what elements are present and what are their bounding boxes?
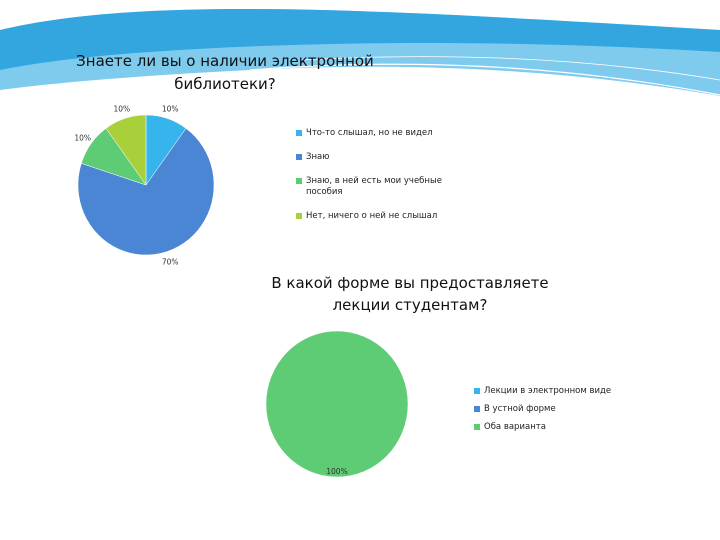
chart1-legend-item: Нет, ничего о ней не слышал: [296, 211, 471, 222]
chart1-slice: [105, 114, 147, 186]
chart1-legend-label: Что-то слышал, но не видел: [306, 128, 433, 138]
chart1-legend-item: Знаю, в ней есть мои учебные пособия: [296, 176, 471, 198]
chart2-legend-swatch: [474, 388, 480, 394]
background-wave-line: [249, 63, 720, 96]
chart2-data-label: 100%: [326, 467, 347, 476]
chart1-slice: [77, 128, 215, 256]
chart1-title-line: Знаете ли вы о наличии электронной: [76, 52, 374, 70]
chart1-pie: 10% 70% 10% 10%: [74, 104, 215, 267]
chart1-legend-label: Знаю, в ней есть мои учебные пособия: [306, 176, 442, 197]
chart1-data-label: 10%: [162, 104, 179, 113]
chart2-legend-label: Лекции в электронном виде: [484, 386, 612, 396]
chart2-legend: Лекции в электронном виде В устной форме О…: [474, 386, 644, 440]
chart2-pie: 100%: [265, 330, 409, 478]
chart1-data-label: 10%: [74, 134, 91, 143]
chart1-legend: Что-то слышал, но не видел Знаю Знаю, в не…: [296, 128, 471, 235]
chart1-legend-swatch: [296, 178, 302, 184]
chart1-legend-swatch: [296, 154, 302, 160]
chart2-slice: [265, 330, 409, 478]
chart1-legend-swatch: [296, 130, 302, 136]
chart1-data-label: 10%: [113, 104, 130, 113]
chart1-legend-swatch: [296, 213, 302, 219]
chart1-title: Знаете ли вы о наличии электронной библи…: [60, 50, 390, 96]
background-wave-line: [299, 56, 720, 81]
chart2-legend-swatch: [474, 424, 480, 430]
chart1-legend-item: Знаю: [296, 152, 471, 163]
chart1-legend-label: Знаю: [306, 152, 330, 162]
chart1-legend-label: Нет, ничего о ней не слышал: [306, 211, 438, 221]
chart2-legend-label: Оба варианта: [484, 422, 546, 432]
chart2-legend-swatch: [474, 406, 480, 412]
chart2-title: В какой форме вы предоставляете лекции с…: [255, 272, 565, 316]
chart2-legend-item: Оба варианта: [474, 422, 644, 433]
chart2-legend-item: В устной форме: [474, 404, 644, 415]
chart1-title-line: библиотеки?: [174, 75, 276, 93]
chart2-legend-label: В устной форме: [484, 404, 556, 414]
chart2-title-line: лекции студентам?: [332, 296, 488, 314]
chart1-data-label: 70%: [162, 258, 179, 267]
chart2-title-line: В какой форме вы предоставляете: [271, 274, 549, 292]
chart1-legend-item: Что-то слышал, но не видел: [296, 128, 471, 139]
background-band-highlight: [0, 9, 720, 70]
chart2-legend-item: Лекции в электронном виде: [474, 386, 644, 397]
